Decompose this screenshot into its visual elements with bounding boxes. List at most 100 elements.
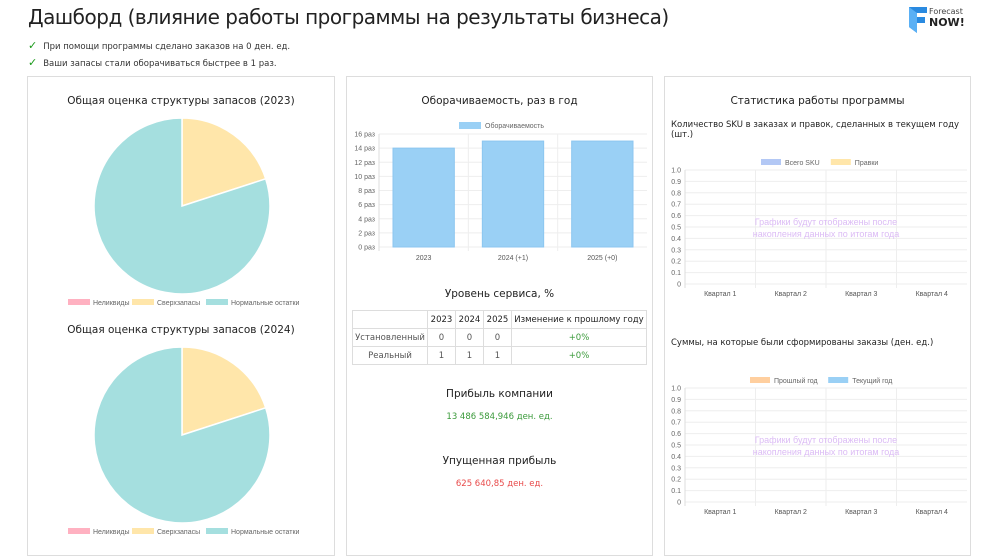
y-tick-label: 0 — [677, 282, 681, 289]
legend-swatch — [830, 159, 851, 165]
pie-slice-Сверхзапасы — [181, 346, 267, 437]
y-tick-label: 0.4 — [671, 454, 681, 461]
cell: 0 — [427, 328, 456, 347]
legend-label: Оборачиваемость — [485, 122, 544, 130]
change-cell: +0% — [511, 346, 647, 365]
y-tick-label: 0.7 — [671, 202, 681, 209]
row-label: Реальный — [352, 346, 428, 365]
y-tick-label: 1.0 — [671, 168, 681, 175]
header-cell: 2024 — [455, 310, 484, 329]
x-tick-label: Квартал 4 — [916, 291, 948, 298]
y-tick-label: 0.1 — [671, 488, 681, 495]
x-tick-label: Квартал 4 — [916, 509, 948, 516]
y-tick-label: 8 раз — [358, 188, 375, 195]
table-row: Реальный 1 1 1 +0% — [352, 346, 647, 365]
legend-label: Нормальные остатки — [231, 300, 300, 307]
y-tick-label: 0.9 — [671, 397, 681, 404]
x-tick-label: 2023 — [416, 255, 432, 262]
legend-swatch — [68, 528, 90, 534]
profit-title: Прибыль компании — [446, 388, 553, 400]
bar-2023 — [392, 147, 455, 248]
header-cell: 2025 — [483, 310, 512, 329]
x-tick-label: Квартал 2 — [775, 509, 807, 516]
pie-2023-title: Общая оценка структуры запасов (2023) — [67, 95, 295, 107]
logo: Forecast NOW! — [907, 5, 972, 35]
y-tick-label: 0.2 — [671, 259, 681, 266]
legend-swatch — [761, 159, 781, 165]
stats-title: Статистика работы программы — [730, 95, 905, 107]
metrics-panel: Оборачиваемость, раз в год Оборачиваемос… — [346, 76, 653, 556]
row-label: Установленный — [352, 328, 428, 347]
y-tick-label: 0.9 — [671, 179, 681, 186]
y-tick-label: 0.8 — [671, 190, 681, 197]
note-turnover: ✓ Ваши запасы стали оборачиваться быстрее… — [28, 56, 277, 69]
legend-label: Текущий год — [852, 377, 892, 385]
logo-icon — [909, 7, 927, 33]
y-tick-label: 12 раз — [354, 160, 375, 167]
legend-label: Сверхзапасы — [157, 300, 200, 307]
no-data-message: Графики будут отображены после — [755, 435, 897, 445]
legend-swatch — [206, 528, 228, 534]
x-tick-label: Квартал 1 — [704, 509, 736, 516]
y-tick-label: 2 раз — [358, 230, 375, 237]
legend-label: Всего SKU — [785, 160, 820, 167]
header-cell — [352, 310, 428, 329]
y-tick-label: 0.1 — [671, 270, 681, 277]
x-tick-label: Квартал 3 — [845, 509, 877, 516]
y-tick-label: 0 раз — [358, 245, 375, 252]
note-text: При помощи программы сделано заказов на … — [43, 42, 291, 52]
x-tick-label: 2024 (+1) — [498, 255, 528, 262]
y-tick-label: 1.0 — [671, 386, 681, 393]
y-tick-label: 0.7 — [671, 420, 681, 427]
sku-chart-title: Количество SKU в заказах и правок, сдела… — [671, 120, 959, 140]
y-tick-label: 16 раз — [354, 132, 375, 139]
legend-label: Сверхзапасы — [157, 529, 200, 536]
service-title: Уровень сервиса, % — [444, 288, 555, 300]
x-tick-label: Квартал 3 — [845, 291, 877, 298]
header-cell: Изменение к прошлому году — [511, 310, 647, 329]
no-data-message: накопления данных по итогам года — [753, 447, 900, 457]
sums-chart: Прошлый год Текущий год 0 0.1 0.2 0.3 0.4 0.5 0.… — [671, 377, 967, 516]
lost-profit-value: 625 640,85 ден. ед. — [455, 479, 544, 489]
y-tick-label: 0.8 — [671, 408, 681, 415]
pie-2024-title: Общая оценка структуры запасов (2024) — [67, 324, 295, 336]
table-row: Установленный 0 0 0 +0% — [352, 328, 647, 347]
legend-swatch — [459, 122, 481, 129]
legend-swatch — [132, 528, 154, 534]
legend-label: Правки — [855, 160, 879, 167]
pie-chart-2023: Неликвиды Сверхзапасы Нормальные остатки — [68, 117, 300, 307]
no-data-message: Графики будут отображены после — [755, 217, 897, 227]
y-tick-label: 4 раз — [358, 216, 375, 223]
legend-swatch — [132, 299, 154, 305]
service-table: 2023 2024 2025 Изменение к прошлому году… — [352, 310, 647, 365]
legend-label: Нормальные остатки — [231, 529, 300, 536]
sums-chart-title: Суммы, на которые были сформированы зака… — [671, 338, 934, 348]
stats-panel: Статистика работы программы Количество S… — [664, 76, 971, 556]
note-orders: ✓ При помощи программы сделано заказов на… — [28, 39, 290, 52]
legend-label: Прошлый год — [774, 377, 818, 385]
check-icon: ✓ — [28, 39, 38, 52]
no-data-message: накопления данных по итогам года — [753, 229, 900, 239]
y-tick-label: 6 раз — [358, 202, 375, 209]
legend-swatch — [828, 377, 849, 383]
x-tick-label: Квартал 1 — [704, 291, 736, 298]
header-cell: 2023 — [427, 310, 456, 329]
cell: 0 — [483, 328, 512, 347]
cell: 1 — [427, 346, 456, 365]
turnover-chart: Оборачиваемость 0 раз 2 раз 4 раз 6 раз 8 раз… — [354, 122, 647, 262]
y-tick-label: 0 — [677, 500, 681, 507]
pie-slice-Нормальные остатки — [93, 346, 271, 524]
legend-swatch — [206, 299, 228, 305]
bar-2025 (+0) — [571, 140, 634, 248]
bar-2024 (+1) — [481, 140, 545, 248]
y-tick-label: 0.2 — [671, 477, 681, 484]
legend-swatch — [68, 299, 90, 305]
page-title: Дашборд (влияние работы программы на рез… — [28, 5, 669, 29]
legend-label: Неликвиды — [93, 529, 130, 536]
y-tick-label: 0.6 — [671, 431, 681, 438]
x-tick-label: Квартал 2 — [775, 291, 807, 298]
cell: 1 — [483, 346, 512, 365]
sku-chart: Всего SKU Правки 0 0.1 0.2 0.3 0.4 0.5 0.6 0.7 0.8… — [671, 159, 967, 298]
change-cell: +0% — [511, 328, 647, 347]
pie-slice-Нормальные остатки — [93, 117, 271, 295]
